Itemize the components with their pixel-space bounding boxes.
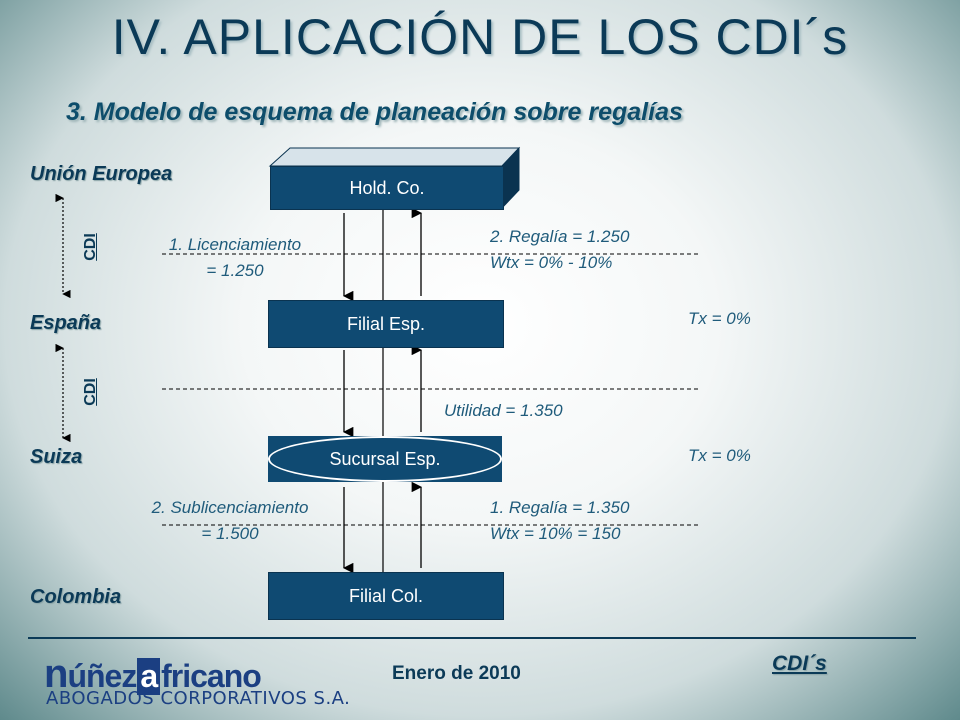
region-espana: España [30, 312, 102, 334]
box-filial-col-label: Filial Col. [348, 585, 423, 606]
footer-date: Enero de 2010 [392, 663, 521, 684]
label-regalia-2-line2: Wtx = 0% - 10% [490, 253, 613, 272]
cdi-label-2: CDI [82, 378, 99, 406]
label-regalia-1: 1. Regalía = 1.350 Wtx = 10% = 150 [490, 495, 690, 547]
hold-box-top [268, 147, 521, 167]
region-colombia: Colombia [30, 586, 122, 608]
logo-part4: fricano [161, 658, 262, 694]
box-filial-esp-label: Filial Esp. [346, 313, 426, 334]
label-regalia-1-line2: Wtx = 10% = 150 [490, 524, 621, 543]
logo-part2: úñez [67, 658, 137, 694]
label-sublicenciamiento-line1: 2. Sublicenciamiento [151, 498, 309, 517]
cdi-label-1: CDI [82, 233, 99, 261]
logo-part1: n [44, 652, 68, 696]
region-suiza: Suiza [30, 446, 83, 468]
footer-cdi: CDI´s [772, 652, 827, 675]
box-sucursal-esp: Sucursal Esp. [268, 436, 502, 482]
page-title: IV. APLICACIÓN DE LOS CDI´s [111, 9, 849, 65]
box-filial-col: Filial Col. [268, 572, 504, 620]
tax-espana: Tx = 0% [688, 309, 751, 328]
label-regalia-2-line1: 2. Regalía = 1.250 [490, 227, 630, 246]
box-sucursal-esp-label: Sucursal Esp. [329, 448, 441, 469]
label-sublicenciamiento: 2. Sublicenciamiento = 1.500 [130, 495, 330, 547]
tax-suiza: Tx = 0% [688, 446, 751, 465]
footer-divider [28, 637, 916, 639]
box-hold-co-label: Hold. Co. [349, 177, 425, 198]
label-utilidad: Utilidad = 1.350 [444, 401, 563, 420]
footer-logo-subtitle: ABOGADOS CORPORATIVOS S.A. [46, 688, 351, 709]
footer-logo: núñez a fricano [44, 652, 262, 697]
region-union-europea: Unión Europea [30, 163, 173, 185]
box-filial-esp: Filial Esp. [268, 300, 504, 348]
page-subtitle: 3. Modelo de esquema de planeación sobre… [66, 98, 683, 126]
label-sublicenciamiento-line2: = 1.500 [201, 524, 259, 543]
box-hold-co: Hold. Co. [270, 166, 504, 210]
label-regalia-2: 2. Regalía = 1.250 Wtx = 0% - 10% [490, 224, 690, 276]
label-licenciamiento: 1. Licenciamiento = 1.250 [150, 232, 320, 284]
logo-part3: a [137, 658, 161, 695]
label-licenciamiento-line2: = 1.250 [206, 261, 264, 280]
label-regalia-1-line1: 1. Regalía = 1.350 [490, 498, 630, 517]
label-licenciamiento-line1: 1. Licenciamiento [168, 235, 302, 254]
box-sucursal-esp-oval: Sucursal Esp. [268, 436, 502, 482]
